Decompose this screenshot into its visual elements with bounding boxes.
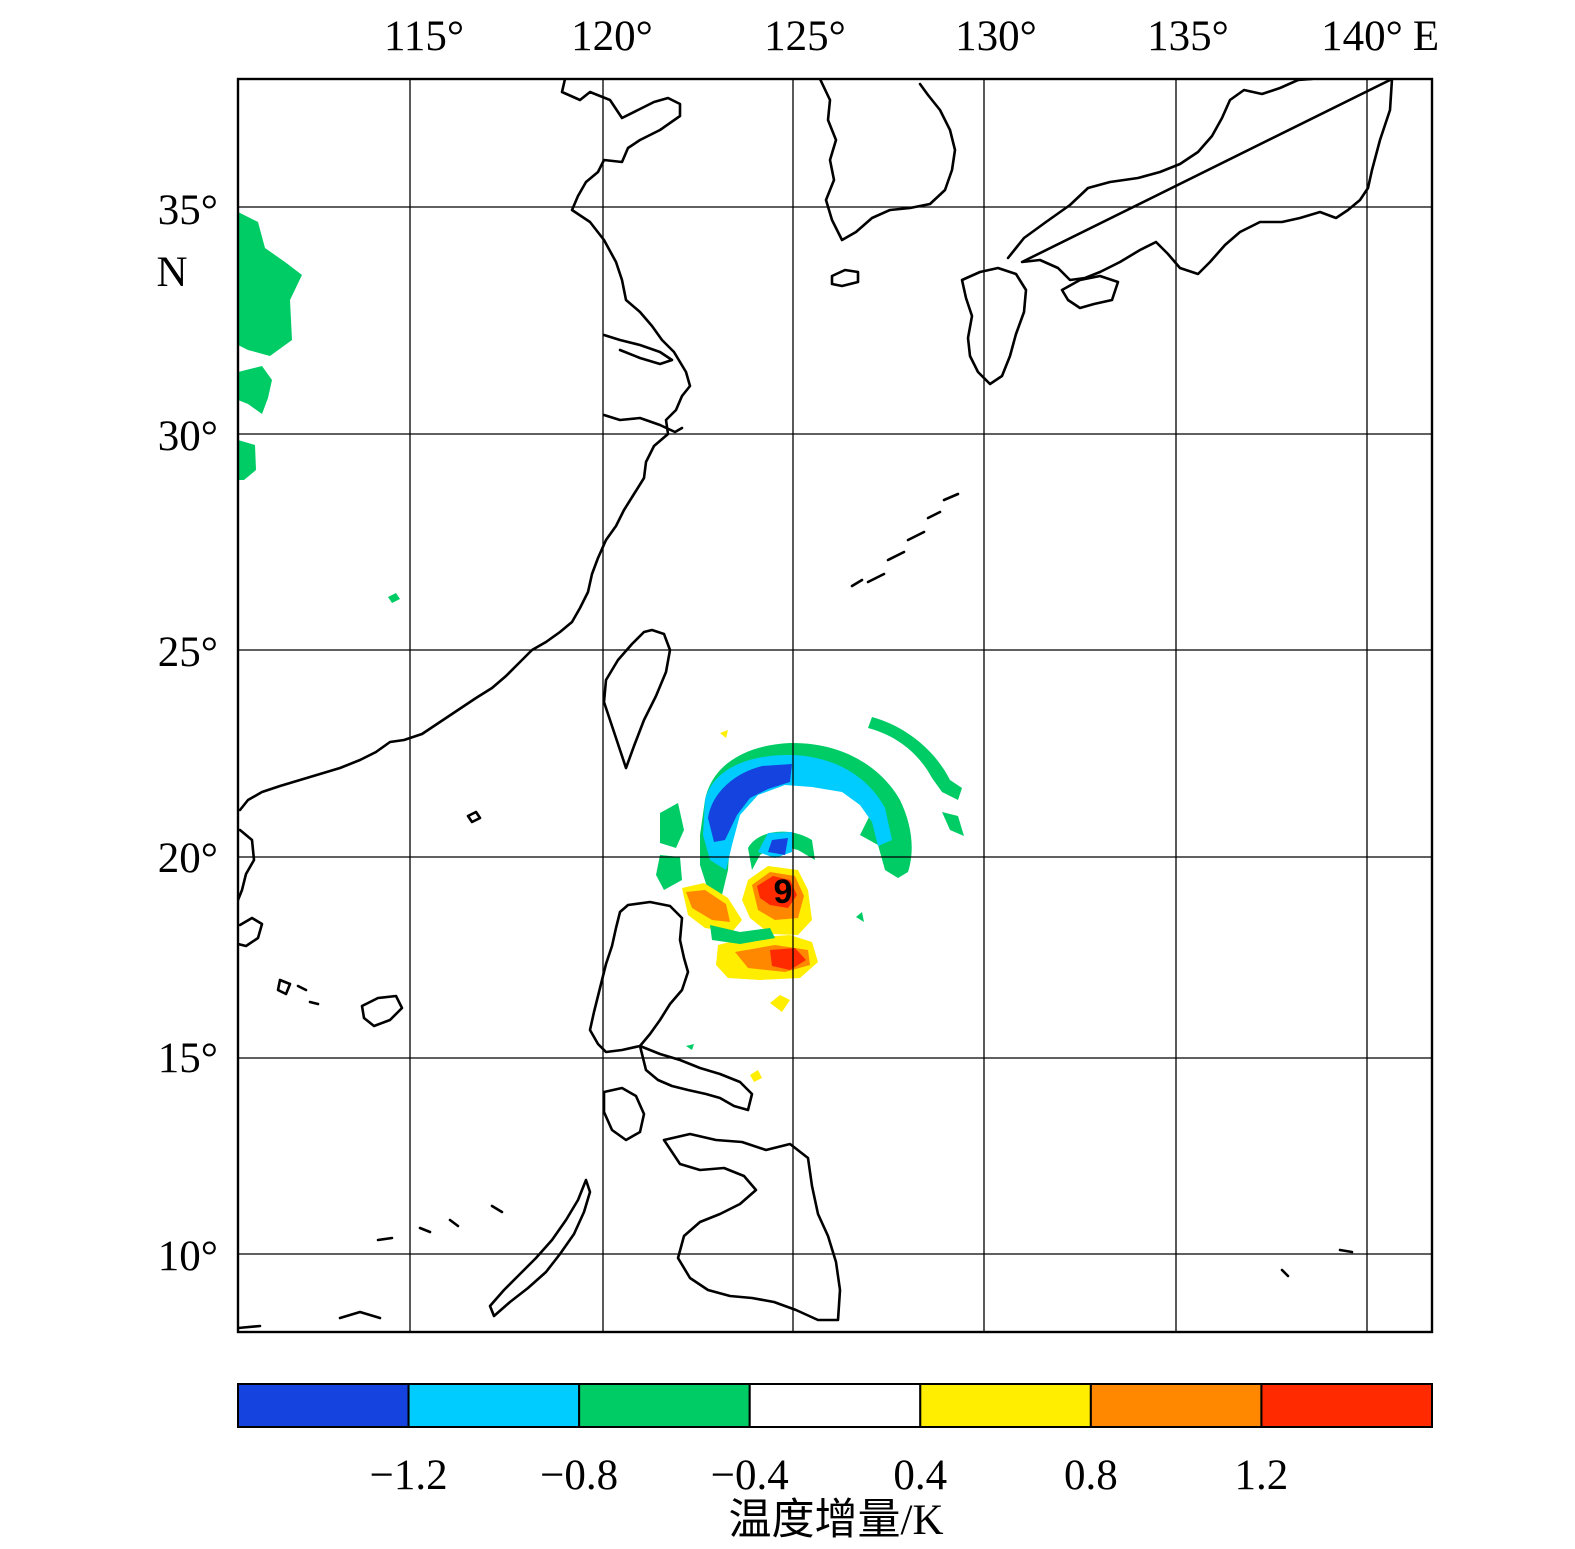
- coastline-luzon-south: [638, 1044, 754, 1112]
- coastline-visayas: [662, 1132, 842, 1322]
- colorbar-box-6: [1260, 1383, 1434, 1428]
- coastline-korea: [818, 79, 957, 242]
- lat-label-30: 30°: [158, 413, 218, 460]
- coastline-pratas: [466, 810, 482, 824]
- colorbar-tick-label-5: 1.2: [1235, 1452, 1289, 1499]
- south-warm-red: [770, 948, 806, 970]
- coastline-japan-honshu: [1006, 79, 1394, 282]
- coastline-paracel: [276, 978, 320, 1006]
- map-background: [238, 79, 1432, 1332]
- lon-label-125: 125°: [764, 13, 846, 60]
- colorbar-box-3: [748, 1383, 922, 1428]
- east-stub: [942, 812, 964, 836]
- lon-label-120: 120°: [571, 13, 653, 60]
- colorbar-box-0: [237, 1383, 410, 1428]
- coastline-borneo: [238, 1310, 382, 1330]
- lat-label-25: 25°: [158, 629, 218, 676]
- colorbar-box-1: [407, 1383, 581, 1428]
- colorbar-tick-label-2: −0.4: [711, 1452, 789, 1499]
- colorbar-tick-label-4: 0.8: [1064, 1452, 1118, 1499]
- colorbar: −1.2 −0.8 −0.4 0.4 0.8 1.2 温度增量/K: [237, 1383, 1434, 1544]
- green-spot-1: [856, 912, 864, 922]
- green-spot-2: [686, 1044, 694, 1050]
- coastline-japan-shikoku: [1060, 274, 1120, 310]
- temperature-increment-field: [238, 212, 964, 1082]
- lon-suffix-e: E: [1413, 13, 1439, 60]
- yellow-spot-1: [770, 995, 790, 1012]
- colorbar-box-2: [578, 1383, 751, 1428]
- latitude-labels: 35° N 30° 25° 20° 15° 10°: [156, 187, 218, 1280]
- negative-anomaly-west: [238, 212, 302, 356]
- graticule: [238, 79, 1432, 1332]
- coastline-mindoro: [602, 1086, 646, 1142]
- lon-label-130: 130°: [955, 13, 1037, 60]
- lat-label-10: 10°: [158, 1233, 218, 1280]
- negative-anomaly-west-3: [238, 440, 256, 480]
- west-warm-orange: [686, 890, 730, 922]
- coastline-leizhou: [238, 828, 256, 902]
- yellow-spot-3: [720, 730, 728, 738]
- green-sliver-south: [710, 925, 775, 944]
- coastline-spratly: [360, 994, 404, 1028]
- colorbar-title: 温度增量/K: [729, 1497, 944, 1544]
- colorbar-boxes: [237, 1383, 1434, 1428]
- lat-label-35: 35°: [158, 187, 218, 234]
- coastline-hangzhou-bay: [602, 413, 684, 434]
- coastline-taiwan: [602, 628, 672, 770]
- yellow-spot-2: [750, 1070, 762, 1082]
- colorbar-box-5: [1089, 1383, 1263, 1428]
- outer-arc-east: [868, 717, 962, 800]
- colorbar-box-4: [919, 1383, 1092, 1428]
- colorbar-tick-label-3: 0.4: [893, 1452, 947, 1499]
- lat-label-20: 20°: [158, 835, 218, 882]
- lon-label-135: 135°: [1147, 13, 1229, 60]
- coastline-luzon: [588, 900, 690, 1054]
- warm-core-red: [757, 876, 797, 908]
- lon-label-140: 140°: [1321, 13, 1403, 60]
- coastline-hainan: [238, 916, 264, 948]
- map-frame: [236, 77, 1434, 1334]
- coastline-jeju: [830, 268, 860, 288]
- coastline-japan-kyushu: [960, 266, 1028, 386]
- coastline-palawan: [488, 1178, 592, 1318]
- colorbar-ticks: −1.2 −0.8 −0.4 0.4 0.8 1.2: [370, 1452, 1289, 1499]
- west-green-2: [656, 855, 682, 890]
- dark-blue-band: [708, 764, 792, 842]
- coastline-ryukyu: [850, 492, 960, 588]
- coastline-bay: [602, 333, 674, 366]
- colorbar-tick-label-1: −0.8: [540, 1452, 618, 1499]
- map-panel: 9: [236, 77, 1434, 1334]
- colorbar-tick-label-0: −1.2: [370, 1452, 448, 1499]
- inner-dark-blue: [768, 838, 788, 855]
- lon-label-115: 115°: [384, 13, 464, 60]
- negative-anomaly-west-2: [238, 366, 272, 414]
- negative-anomaly-spot: [388, 593, 400, 603]
- coastline-islets: [376, 1204, 1354, 1278]
- lat-label-15: 15°: [158, 1035, 218, 1082]
- longitude-labels: 115° 120° 125° 130° 135° 140° E: [384, 13, 1439, 60]
- typhoon-symbol: 9: [774, 873, 793, 911]
- coastlines: [238, 79, 1394, 1330]
- west-green-1: [660, 803, 684, 848]
- lat-suffix-n: N: [156, 249, 187, 296]
